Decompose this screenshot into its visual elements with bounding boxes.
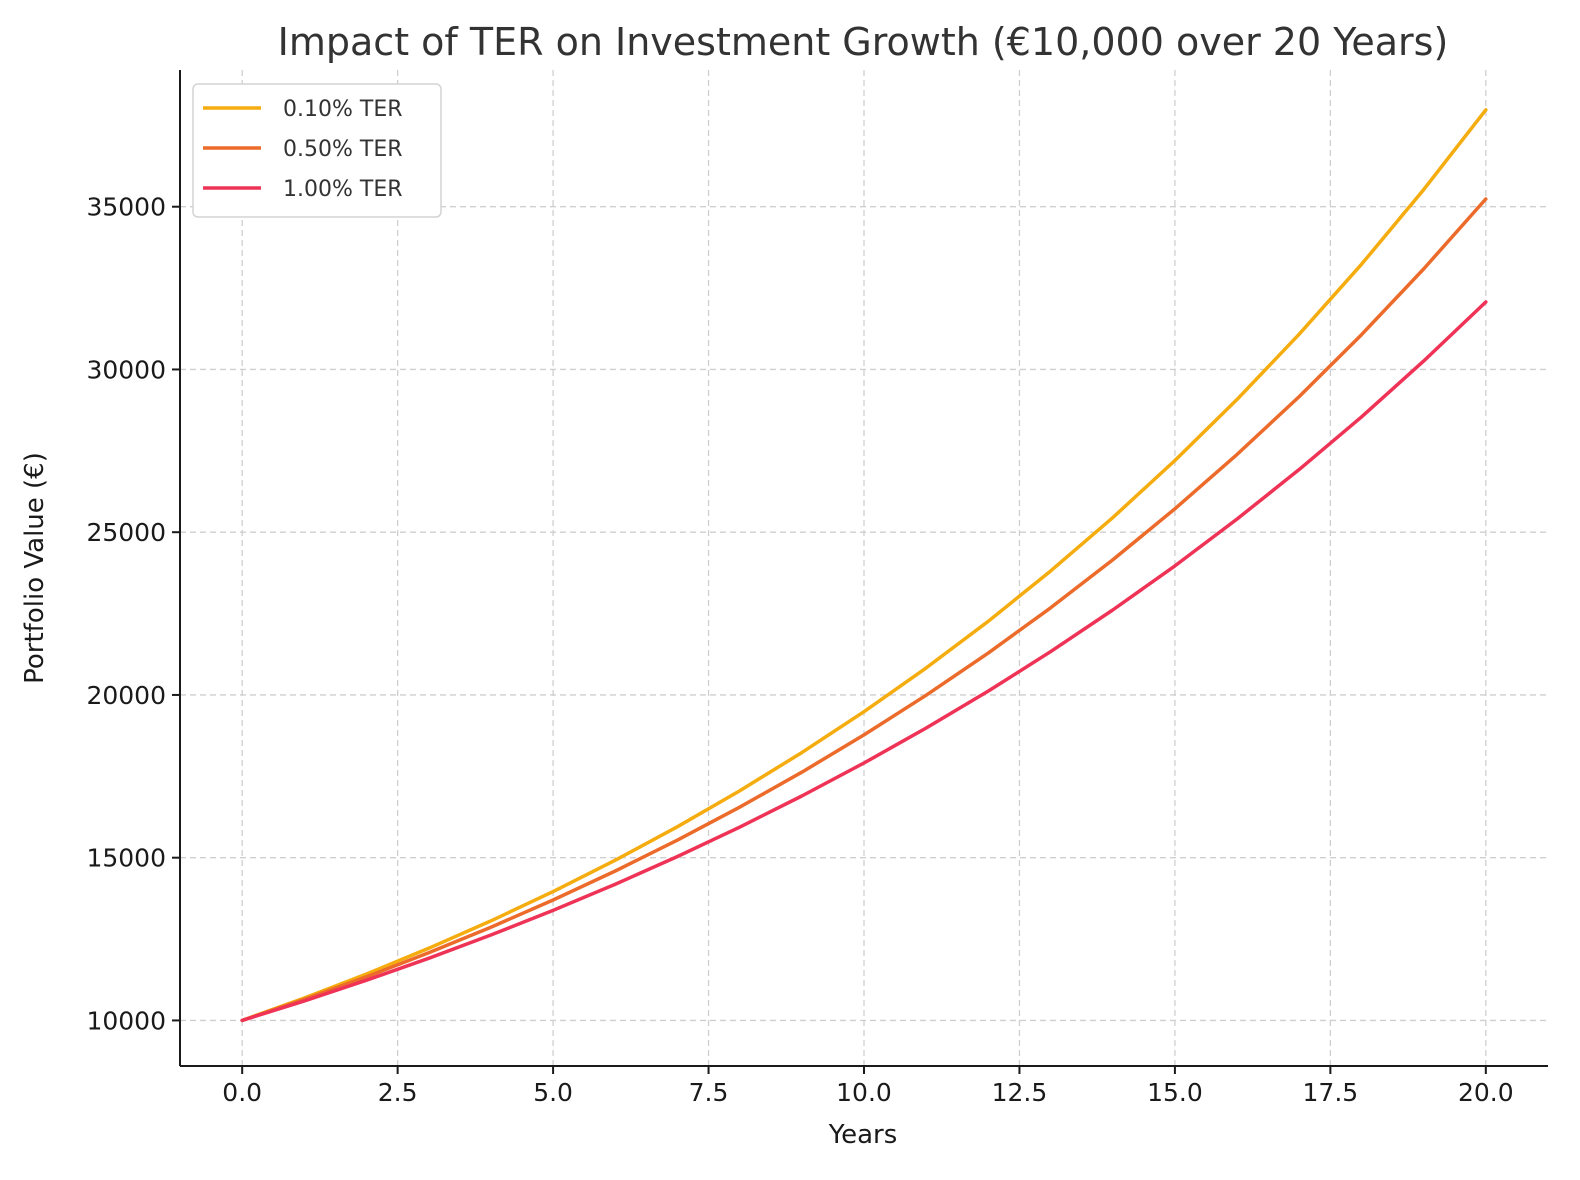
series-line-1 <box>240 197 1488 1023</box>
legend: 0.10% TER 0.50% TER 1.00% TER <box>192 83 442 218</box>
x-tick-label: 17.5 <box>1303 1078 1359 1107</box>
x-tick-label: 20.0 <box>1458 1078 1514 1107</box>
y-tick-label: 25000 <box>86 518 166 547</box>
series-line-0 <box>240 108 1488 1023</box>
x-tick-label: 7.5 <box>689 1078 729 1107</box>
x-tick-label: 5.0 <box>533 1078 573 1107</box>
series-lines <box>240 108 1488 1023</box>
y-axis-title: Portfolio Value (€) <box>20 452 50 684</box>
legend-label-1: 0.50% TER <box>283 137 403 162</box>
x-axis-title: Years <box>828 1120 898 1150</box>
x-axis-ticks: 0.0 2.5 5.0 7.5 10.0 12.5 15.0 17.5 20.0 <box>222 1066 1514 1107</box>
y-tick-label: 15000 <box>86 844 166 873</box>
grid-lines <box>180 70 1548 1066</box>
series-line-2 <box>240 300 1488 1023</box>
x-tick-label: 12.5 <box>992 1078 1048 1107</box>
y-tick-label: 20000 <box>86 681 166 710</box>
chart-title: Impact of TER on Investment Growth (€10,… <box>278 20 1449 64</box>
y-tick-label: 35000 <box>86 193 166 222</box>
x-tick-label: 2.5 <box>378 1078 418 1107</box>
y-axis-ticks: 10000 15000 20000 25000 30000 35000 <box>86 193 180 1035</box>
legend-label-2: 1.00% TER <box>283 177 403 202</box>
x-tick-label: 0.0 <box>222 1078 262 1107</box>
x-tick-label: 15.0 <box>1147 1078 1203 1107</box>
y-tick-label: 30000 <box>86 355 166 384</box>
legend-label-0: 0.10% TER <box>283 97 403 122</box>
y-tick-label: 10000 <box>86 1006 166 1035</box>
x-tick-label: 10.0 <box>836 1078 892 1107</box>
legend-box <box>192 83 442 218</box>
